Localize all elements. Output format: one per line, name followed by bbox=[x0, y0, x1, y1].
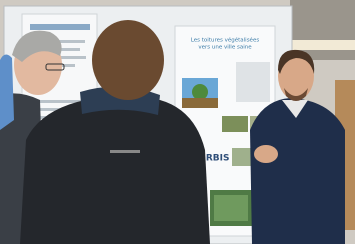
right-man-hands bbox=[254, 145, 278, 163]
green-roof bbox=[214, 195, 248, 221]
photo: Les toitures végétalisées vers une ville… bbox=[0, 0, 355, 244]
right-man-jacket bbox=[250, 98, 345, 244]
tree bbox=[192, 84, 208, 100]
light bbox=[292, 40, 355, 50]
poster-left-header bbox=[30, 24, 90, 30]
page: Les toitures végétalisées vers une ville… bbox=[0, 0, 355, 244]
left-man-hood bbox=[0, 54, 14, 130]
boy-jacket bbox=[20, 100, 210, 244]
boy-hair bbox=[92, 20, 164, 100]
poster-diagram bbox=[236, 62, 270, 102]
poster-photo bbox=[222, 116, 248, 132]
jacket-logo bbox=[110, 150, 140, 153]
soil bbox=[182, 98, 218, 108]
poster-title: vers une ville saine bbox=[198, 45, 252, 51]
poster-title: Les toitures végétalisées bbox=[191, 37, 260, 44]
